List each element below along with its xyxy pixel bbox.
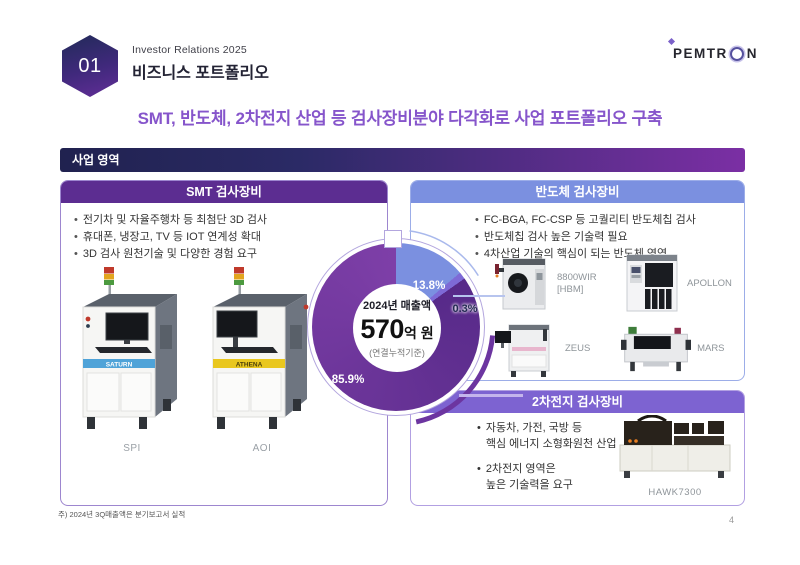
battery-bullet-list: • 자동차, 가전, 국방 등 핵심 에너지 소형화원천 산업 • 2차전지 영역은…	[477, 421, 616, 503]
bullet-icon: •	[74, 248, 78, 261]
connector-line-battery	[459, 394, 523, 397]
page-title: SMT, 반도체, 2차전지 산업 등 검사장비분야 다각화로 사업 포트폴리오…	[137, 109, 663, 128]
zeus-machine-illustration	[495, 324, 550, 377]
slice-label-battery: 0.3%	[452, 303, 478, 315]
slice-label-semiconductor: 13.8%	[412, 280, 446, 292]
chart-center-value: 570억 원	[360, 314, 434, 344]
slice-label-smt: 85.9%	[331, 374, 365, 386]
bullet-icon: •	[475, 214, 479, 226]
section-bar: 사업 영역	[60, 148, 745, 172]
machine-caption: APOLLON	[687, 277, 732, 289]
mars-machine-illustration	[621, 326, 692, 372]
bullet-item: • 4차산업 기술의 핵심이 되는 반도체 영역	[475, 246, 736, 263]
logo-text-left: PEMTR	[673, 46, 728, 61]
eyebrow-text: Investor Relations 2025	[132, 44, 247, 56]
bullet-item: • 자동차, 가전, 국방 등 핵심 에너지 소형화원천 산업	[477, 421, 616, 453]
smt-bullet-list: • 전기차 및 자율주행차 등 최첨단 3D 검사 • 휴대폰, 냉장고, TV 등…	[61, 212, 387, 263]
connector-line-semiconductor	[453, 295, 505, 297]
bullet-icon: •	[74, 231, 78, 244]
hawk7300-machine-illustration	[619, 414, 731, 478]
page-number: 4	[728, 515, 734, 525]
bullet-icon: •	[475, 248, 479, 261]
chart-center-note: (연결누적기준)	[369, 348, 425, 358]
machine-image-hawk7300: HAWK7300	[616, 414, 734, 498]
machine-caption: MARS	[697, 342, 725, 354]
bullet-item: • FC-BGA, FC-CSP 등 고퀄리티 반도체칩 검사	[475, 212, 736, 229]
panel-smt-title: SMT 검사장비	[61, 181, 387, 203]
donut-wrap: 2024년 매출액 570억 원 (연결누적기준) 13.8% 0.3% 85.…	[307, 238, 485, 416]
logo-text-right: N	[746, 46, 758, 61]
chart-title: 2024년 매출액	[362, 300, 431, 312]
bullet-item: • 전기차 및 자율주행차 등 최첨단 3D 검사	[74, 212, 379, 229]
aoi-machine-illustration: ATHENA	[212, 267, 309, 429]
bullet-item: • 휴대폰, 냉장고, TV 등 IOT 연계성 확대	[74, 229, 379, 246]
section-title: 비즈니스 포트폴리오	[132, 65, 269, 82]
logo-o-icon	[729, 46, 744, 61]
semiconductor-machines: 8800WIR [HBM] APOLLON	[495, 253, 745, 377]
panel-semiconductor-title: 반도체 검사장비	[411, 181, 744, 203]
8800wir-machine-illustration	[495, 258, 546, 310]
spi-machine-illustration: SATURN	[82, 267, 177, 429]
apollon-machine-illustration	[626, 254, 678, 312]
decorative-arc	[409, 230, 496, 425]
machine-image-spi: SATURN SPI	[71, 267, 193, 454]
machine-image-mars: MARS	[621, 321, 745, 377]
machine-image-zeus: ZEUS	[495, 321, 619, 377]
bullet-icon: •	[477, 462, 481, 475]
svg-text:ATHENA: ATHENA	[236, 362, 263, 369]
semiconductor-bullet-list: • FC-BGA, FC-CSP 등 고퀄리티 반도체칩 검사 • 반도체칩 검사 …	[411, 212, 744, 263]
machine-caption: ZEUS	[565, 342, 591, 354]
machine-image-apollon: APOLLON	[621, 253, 745, 315]
section-number: 01	[78, 54, 102, 77]
header-text: Investor Relations 2025 비즈니스 포트폴리오	[132, 44, 269, 83]
revenue-donut: 2024년 매출액 570억 원 (연결누적기준) 13.8% 0.3% 85.…	[307, 230, 523, 425]
svg-text:SATURN: SATURN	[106, 362, 133, 369]
donut-center: 2024년 매출액 570억 원 (연결누적기준)	[353, 284, 441, 372]
pemtron-logo: PEMTR N	[667, 37, 758, 61]
bullet-item: • 반도체칩 검사 높은 기술력 필요	[475, 229, 736, 246]
machine-image-8800wir: 8800WIR [HBM]	[495, 253, 619, 315]
machine-image-aoi: ATHENA AOI	[201, 267, 323, 454]
bullet-item: • 2차전지 영역은 높은 기술력을 요구	[477, 462, 616, 494]
machine-caption: HAWK7300	[648, 487, 702, 498]
logo-spark-icon	[667, 37, 676, 46]
machine-caption: AOI	[252, 443, 272, 454]
section-number-badge: 01	[62, 35, 118, 97]
footnote: 주) 2024년 3Q매출액은 분기보고서 실적	[58, 510, 186, 519]
bullet-icon: •	[475, 231, 479, 244]
panel-battery: 2차전지 검사장비 • 자동차, 가전, 국방 등 핵심 에너지 소형화원천 산업…	[410, 390, 745, 506]
smt-machines: SATURN SPI	[71, 267, 323, 454]
machine-caption: SPI	[123, 443, 141, 454]
machine-caption: 8800WIR [HBM]	[557, 271, 597, 295]
bullet-icon: •	[477, 422, 481, 434]
section-bar-label: 사업 영역	[72, 153, 120, 167]
bullet-item: • 3D 검사 원천기술 및 다양한 경험 요구	[74, 246, 379, 263]
connector-box	[384, 230, 402, 248]
bullet-icon: •	[74, 214, 78, 226]
